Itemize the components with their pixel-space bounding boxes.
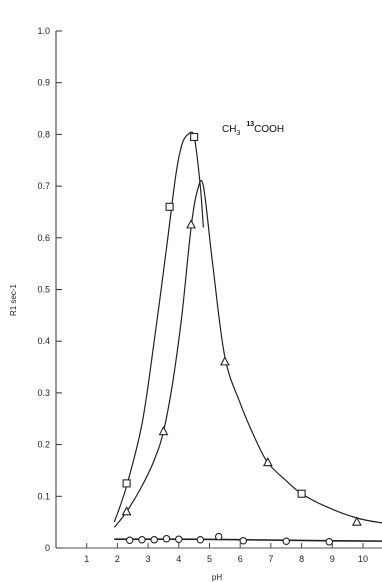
- x-tick-label: 4: [176, 554, 181, 564]
- annotation-suffix: COOH: [254, 124, 284, 135]
- triangle-data-point: [262, 457, 273, 467]
- x-axis-label: pH: [212, 573, 222, 582]
- circle-data-point: [175, 535, 183, 543]
- y-tick-label: 0.6: [37, 233, 50, 243]
- x-tick-label: 7: [268, 554, 273, 564]
- annotation-subscript: 3: [236, 130, 240, 137]
- y-tick-label: 0.3: [37, 388, 50, 398]
- x-tick-label: 8: [299, 554, 304, 564]
- y-tick-label: 1.0: [37, 26, 50, 36]
- circle-data-point: [138, 535, 146, 544]
- compound-annotation: CH3 13COOH: [222, 121, 284, 137]
- square-data-point: [122, 479, 131, 488]
- y-tick-label: 0.5: [37, 285, 50, 295]
- y-tick-label: 0.9: [37, 78, 50, 88]
- x-tick-label: 5: [207, 554, 212, 564]
- square-data-point: [165, 202, 174, 211]
- y-tick-label: 0: [45, 543, 50, 553]
- circle-data-point: [214, 532, 223, 541]
- y-tick-label: 0.1: [37, 491, 50, 501]
- circle-data-point: [239, 537, 248, 545]
- x-tick-label: 9: [330, 554, 335, 564]
- triangle-data-point: [158, 426, 169, 436]
- circle-data-point: [196, 535, 205, 544]
- x-tick-label: 10: [358, 554, 368, 564]
- circle-data-point: [162, 534, 171, 543]
- circle-data-point: [325, 538, 333, 546]
- triangle-series-curve: [113, 180, 382, 528]
- square-data-point: [190, 132, 199, 142]
- circle-data-point: [125, 536, 134, 544]
- x-tick-label: 1: [84, 554, 89, 564]
- y-tick-label: 0.8: [37, 129, 50, 139]
- markers: [121, 132, 362, 546]
- y-axis-label: R1 sec-1: [9, 283, 18, 316]
- triangle-data-point: [186, 219, 196, 229]
- triangle-data-point: [351, 516, 362, 526]
- x-tick-label: 2: [115, 554, 120, 564]
- y-tick-label: 0.4: [37, 336, 50, 346]
- y-tick-label: 0.2: [37, 440, 50, 450]
- curves: [113, 131, 382, 542]
- annotation-isotope: 13: [246, 121, 254, 128]
- circle-data-point: [150, 535, 158, 544]
- triangle-data-point: [219, 356, 230, 366]
- axes: 0 0.1 0.2 0.3 0.4 0.5 0.6 0.7 0.8 0.9 1.0 1 2 3 4 5 6 7 8 9…: [37, 26, 382, 564]
- square-data-point: [297, 489, 306, 498]
- square-series-curve: [113, 131, 204, 523]
- circle-data-point: [282, 537, 290, 546]
- annotation-prefix: CH: [222, 124, 236, 135]
- triangle-data-point: [121, 506, 132, 516]
- y-tick-label: 0.7: [37, 181, 50, 191]
- x-tick-label: 6: [238, 554, 243, 564]
- x-tick-label: 3: [146, 554, 151, 564]
